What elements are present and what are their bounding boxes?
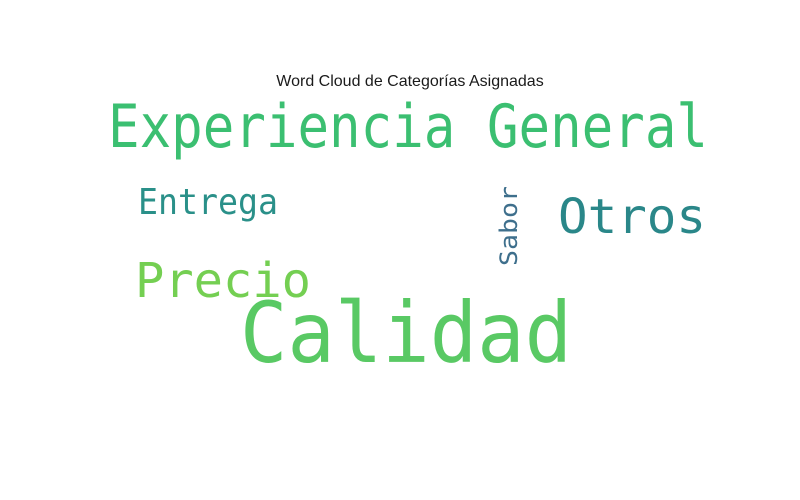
- word-experiencia-general: Experiencia General: [108, 92, 708, 162]
- word-precio: Precio: [135, 253, 311, 309]
- word-otros: Otros: [558, 189, 706, 245]
- word-sabor: Sabor: [495, 186, 523, 266]
- word-entrega: Entrega: [138, 182, 278, 223]
- chart-title: Word Cloud de Categorías Asignadas: [276, 73, 544, 90]
- word-calidad: Calidad: [240, 284, 572, 382]
